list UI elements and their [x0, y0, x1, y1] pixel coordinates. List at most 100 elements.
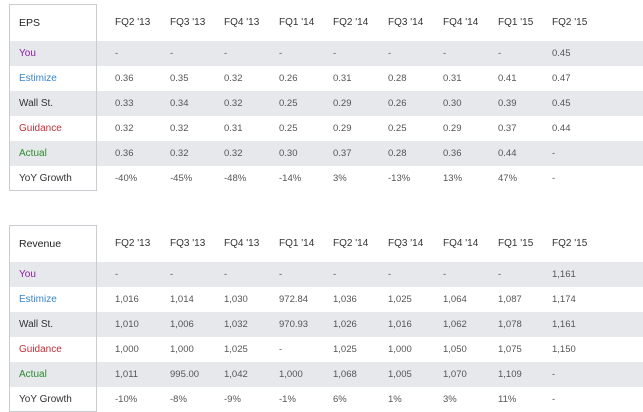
value-cell: 0.26: [388, 98, 407, 109]
value-cell: -40%: [115, 173, 138, 184]
value-cell: 0.25: [279, 123, 298, 134]
value-cell: 1,025: [333, 344, 357, 355]
value-cell: 0.29: [333, 123, 352, 134]
row-label: Estimize: [19, 73, 57, 84]
value-cell: -: [279, 48, 283, 59]
row-label: YoY Growth: [19, 173, 72, 184]
eps-table: EPS FQ2 '13 FQ3 '13 FQ4 '13 FQ1 '14 FQ2 …: [9, 4, 643, 191]
value-cell: -1%: [279, 394, 296, 405]
value-cell: 0.31: [443, 73, 462, 84]
value-cell: -13%: [388, 173, 411, 184]
value-cell: 1,016: [388, 319, 412, 330]
value-cell: 0.32: [224, 73, 243, 84]
revenue-quarter-header: FQ2 '15: [552, 238, 588, 249]
eps-row-you: You - - - - - - - - 0.45: [9, 41, 643, 66]
revenue-row-wall-st: Wall St. 1,010 1,006 1,032 970.93 1,026 1,016 1…: [9, 312, 643, 337]
row-label: Wall St.: [19, 98, 54, 109]
value-cell: 972.84: [279, 294, 309, 305]
row-label: Guidance: [19, 344, 62, 355]
value-cell: 1,000: [170, 344, 194, 355]
value-cell: 0.37: [498, 123, 517, 134]
value-cell: 0.25: [279, 98, 298, 109]
value-cell: 0.30: [279, 148, 298, 159]
value-cell: -: [552, 394, 556, 405]
value-cell: 1,042: [224, 369, 248, 380]
value-cell: 1,011: [115, 369, 139, 380]
revenue-quarter-header: FQ1 '15: [498, 238, 534, 249]
eps-quarter-header: FQ3 '14: [388, 17, 424, 28]
value-cell: 1,036: [333, 294, 357, 305]
value-cell: -: [333, 48, 337, 59]
value-cell: 0.36: [115, 73, 134, 84]
revenue-row-you: You - - - - - - - - 1,161: [9, 262, 643, 287]
value-cell: -: [279, 344, 283, 355]
revenue-table: Revenue FQ2 '13 FQ3 '13 FQ4 '13 FQ1 '14 …: [9, 225, 643, 412]
value-cell: 1,078: [498, 319, 522, 330]
value-cell: 0.32: [224, 148, 243, 159]
value-cell: 1,174: [552, 294, 576, 305]
value-cell: 1,050: [443, 344, 467, 355]
eps-quarter-header: FQ2 '13: [115, 17, 151, 28]
value-cell: 0.41: [498, 73, 517, 84]
eps-quarter-header: FQ2 '14: [333, 17, 369, 28]
value-cell: 0.44: [552, 123, 571, 134]
value-cell: -: [498, 269, 502, 280]
value-cell: 1,025: [388, 294, 412, 305]
row-label: Guidance: [19, 123, 62, 134]
eps-quarter-header: FQ3 '13: [170, 17, 206, 28]
row-label: YoY Growth: [19, 394, 72, 405]
row-label: Actual: [19, 369, 47, 380]
revenue-quarter-header: FQ3 '13: [170, 238, 206, 249]
revenue-row-guidance: Guidance 1,000 1,000 1,025 - 1,025 1,000 1,050 1…: [9, 337, 643, 362]
value-cell: -: [279, 269, 283, 280]
value-cell: 3%: [333, 173, 347, 184]
value-cell: 0.31: [333, 73, 352, 84]
value-cell: 1,032: [224, 319, 248, 330]
value-cell: 1,000: [115, 344, 139, 355]
eps-header-row: EPS FQ2 '13 FQ3 '13 FQ4 '13 FQ1 '14 FQ2 …: [9, 4, 643, 41]
value-cell: -: [170, 269, 174, 280]
value-cell: -: [224, 48, 228, 59]
value-cell: 3%: [443, 394, 457, 405]
value-cell: -: [224, 269, 228, 280]
value-cell: 0.29: [333, 98, 352, 109]
value-cell: 1%: [388, 394, 402, 405]
value-cell: 1,070: [443, 369, 467, 380]
value-cell: 0.31: [224, 123, 243, 134]
row-label: You: [19, 48, 36, 59]
value-cell: -: [115, 269, 119, 280]
value-cell: 0.25: [388, 123, 407, 134]
value-cell: 0.45: [552, 98, 571, 109]
value-cell: 1,150: [552, 344, 576, 355]
value-cell: -: [333, 269, 337, 280]
value-cell: -: [388, 269, 392, 280]
value-cell: 0.36: [115, 148, 134, 159]
value-cell: 47%: [498, 173, 518, 184]
value-cell: 1,010: [115, 319, 139, 330]
value-cell: 13%: [443, 173, 463, 184]
value-cell: 0.45: [552, 48, 571, 59]
revenue-quarter-header: FQ4 '14: [443, 238, 479, 249]
revenue-quarter-header: FQ2 '14: [333, 238, 369, 249]
value-cell: 0.47: [552, 73, 571, 84]
eps-quarter-header: FQ4 '14: [443, 17, 479, 28]
revenue-row-yoy-growth: YoY Growth -10% -8% -9% -1% 6% 1% 3% 11% -: [9, 387, 643, 412]
value-cell: 0.36: [443, 148, 462, 159]
value-cell: 0.26: [279, 73, 298, 84]
value-cell: 0.32: [170, 123, 189, 134]
value-cell: 0.37: [333, 148, 352, 159]
eps-quarter-header: FQ4 '13: [224, 17, 260, 28]
value-cell: 0.29: [443, 123, 462, 134]
value-cell: -: [552, 173, 556, 184]
revenue-quarter-header: FQ4 '13: [224, 238, 260, 249]
value-cell: 1,075: [498, 344, 522, 355]
value-cell: 1,014: [170, 294, 194, 305]
revenue-quarter-header: FQ3 '14: [388, 238, 424, 249]
revenue-header-row: Revenue FQ2 '13 FQ3 '13 FQ4 '13 FQ1 '14 …: [9, 225, 643, 262]
value-cell: 0.28: [388, 73, 407, 84]
value-cell: -: [552, 369, 556, 380]
value-cell: -: [115, 48, 119, 59]
row-label: Actual: [19, 148, 47, 159]
value-cell: 1,161: [552, 269, 576, 280]
revenue-table-title: Revenue: [19, 237, 62, 250]
